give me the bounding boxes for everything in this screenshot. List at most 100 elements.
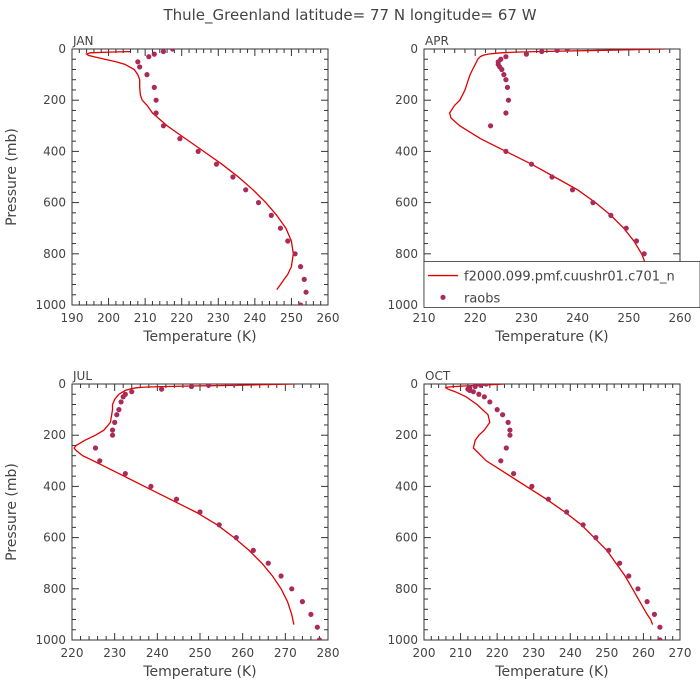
model-profile-line bbox=[73, 384, 295, 625]
raob-point bbox=[135, 59, 141, 65]
x-tick-label: 240 bbox=[566, 311, 589, 325]
y-tick-label: 0 bbox=[58, 377, 66, 391]
raob-point bbox=[626, 573, 632, 579]
raob-point bbox=[314, 624, 320, 630]
raob-point bbox=[216, 522, 222, 528]
raob-point bbox=[153, 97, 159, 103]
raob-point bbox=[233, 535, 239, 541]
panel-jan: JAN 190 200 210 220 230 240 250 260 0 200 400 600 800… bbox=[4, 34, 339, 345]
raob-point bbox=[593, 535, 599, 541]
raob-point bbox=[523, 51, 530, 57]
raob-point bbox=[529, 483, 535, 489]
raob-point bbox=[231, 384, 237, 387]
raob-point bbox=[173, 496, 180, 502]
raob-point bbox=[505, 419, 511, 425]
raob-point bbox=[277, 225, 284, 231]
raob-point bbox=[265, 560, 271, 566]
raob-point bbox=[633, 238, 640, 244]
raob-point bbox=[112, 419, 118, 425]
raob-point bbox=[299, 599, 305, 605]
raob-point bbox=[478, 384, 484, 388]
raob-point bbox=[129, 389, 135, 395]
y-tick-label: 200 bbox=[43, 428, 66, 442]
raob-point bbox=[528, 161, 535, 167]
plot-area bbox=[444, 384, 663, 640]
raob-point bbox=[554, 49, 560, 53]
x-tick-label: 240 bbox=[146, 646, 169, 660]
x-tick-label: 200 bbox=[97, 311, 120, 325]
raob-point bbox=[151, 51, 157, 57]
x-tick-label: 220 bbox=[464, 311, 487, 325]
raob-point bbox=[507, 432, 513, 438]
raob-point bbox=[503, 77, 509, 83]
x-tick-label: 270 bbox=[669, 646, 692, 660]
x-tick-label: 190 bbox=[61, 311, 84, 325]
raob-point bbox=[213, 161, 220, 167]
x-tick-label: 260 bbox=[317, 311, 340, 325]
y-tick-label: 200 bbox=[395, 93, 418, 107]
model-profile-line bbox=[85, 50, 294, 290]
raob-point bbox=[177, 136, 183, 142]
raob-point bbox=[641, 251, 647, 257]
y-tick-label: 0 bbox=[58, 42, 66, 56]
raob-point bbox=[657, 624, 663, 630]
raob-point bbox=[148, 483, 154, 489]
raob-point bbox=[503, 54, 509, 60]
x-tick-label: 210 bbox=[134, 311, 157, 325]
raob-point bbox=[109, 432, 116, 438]
legend-model-label: f2000.099.pmf.cuushr01.c701_n bbox=[464, 270, 675, 285]
raob-point bbox=[657, 637, 663, 640]
y-tick-label: 200 bbox=[43, 93, 66, 107]
model-profile-line bbox=[448, 49, 665, 290]
panel-label-jul: JUL bbox=[72, 369, 92, 383]
model-profile-line bbox=[444, 384, 654, 625]
raob-point bbox=[590, 200, 596, 206]
raob-point bbox=[316, 637, 323, 640]
y-tick-label: 600 bbox=[395, 196, 418, 210]
y-tick-label: 400 bbox=[43, 479, 66, 493]
x-axis-label: Temperature (K) bbox=[494, 664, 608, 680]
legend-obs-swatch bbox=[440, 294, 446, 300]
y-tick-label: 800 bbox=[43, 247, 66, 261]
x-axis-label: Temperature (K) bbox=[494, 329, 608, 345]
raob-point bbox=[109, 427, 116, 433]
raob-point bbox=[188, 384, 195, 390]
raob-point bbox=[651, 611, 658, 618]
x-tick-label: 240 bbox=[559, 646, 582, 660]
raob-point bbox=[97, 458, 103, 464]
raob-point bbox=[160, 123, 167, 129]
raob-point bbox=[297, 302, 304, 305]
raob-point bbox=[503, 445, 509, 451]
raob-point bbox=[146, 54, 152, 60]
raob-point bbox=[116, 407, 122, 413]
raob-point bbox=[137, 64, 143, 70]
raob-point bbox=[569, 187, 576, 193]
raob-point bbox=[499, 66, 505, 73]
y-tick-label: 600 bbox=[43, 196, 66, 210]
x-tick-label: 260 bbox=[632, 646, 655, 660]
panel-oct: OCT 200 210 220 230 240 250 260 270 0 200 400 600 800… bbox=[387, 369, 691, 680]
legend-obs-label: raobs bbox=[464, 291, 501, 306]
x-tick-label: 220 bbox=[170, 311, 193, 325]
raob-point bbox=[494, 407, 500, 413]
plot-frame bbox=[423, 383, 681, 641]
plot-frame bbox=[71, 48, 329, 306]
y-tick-label: 200 bbox=[395, 428, 418, 442]
x-tick-label: 250 bbox=[595, 646, 618, 660]
raob-point bbox=[505, 97, 512, 103]
x-tick-label: 210 bbox=[449, 646, 472, 660]
x-tick-label: 260 bbox=[669, 311, 692, 325]
raob-point bbox=[623, 225, 629, 231]
x-tick-label: 250 bbox=[280, 311, 303, 325]
y-tick-label: 0 bbox=[410, 42, 418, 56]
raob-point bbox=[608, 212, 614, 218]
x-tick-label: 230 bbox=[522, 646, 545, 660]
raob-point bbox=[195, 148, 201, 154]
x-tick-label: 230 bbox=[207, 311, 230, 325]
raob-point bbox=[301, 276, 307, 282]
raob-point bbox=[507, 427, 513, 433]
x-tick-label: 210 bbox=[413, 311, 436, 325]
y-tick-label: 800 bbox=[43, 582, 66, 596]
x-tick-label: 230 bbox=[515, 311, 538, 325]
